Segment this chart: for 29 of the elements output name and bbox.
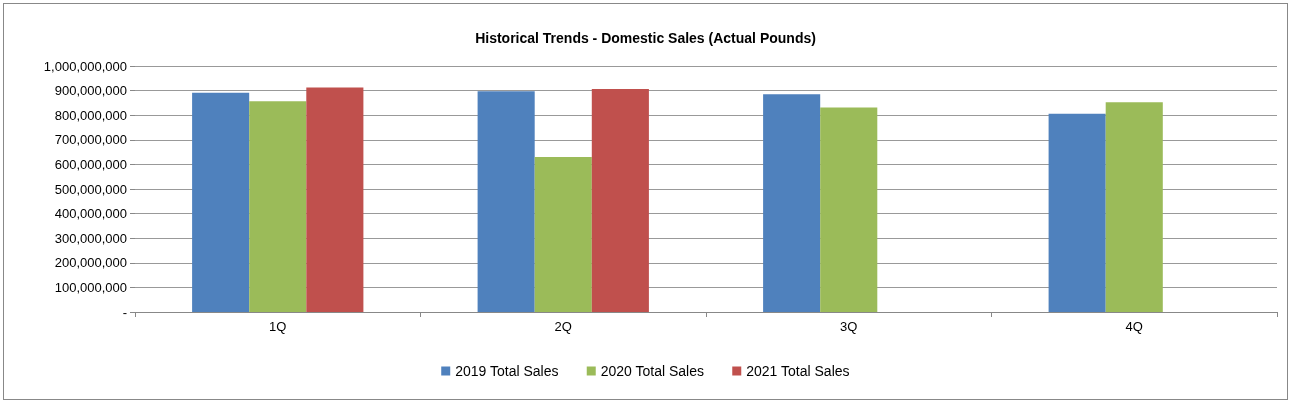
legend-label: 2021 Total Sales (746, 363, 850, 379)
bar (820, 107, 878, 312)
y-tick-label: 600,000,000 (54, 156, 127, 172)
legend-label: 2020 Total Sales (600, 363, 705, 379)
bar (534, 157, 592, 312)
x-tick-label: 1Q (269, 319, 287, 334)
x-tick-label: 2Q (554, 319, 572, 334)
bar (591, 89, 649, 312)
y-tick-label: 500,000,000 (54, 181, 127, 197)
y-tick-label: 300,000,000 (54, 230, 127, 246)
y-tick-label: 400,000,000 (54, 206, 127, 222)
y-tick-label: 700,000,000 (54, 132, 127, 148)
bar (249, 101, 307, 312)
bar (306, 87, 364, 312)
x-tick-label: 3Q (840, 319, 858, 334)
bar (1105, 102, 1163, 312)
bar (477, 91, 535, 312)
legend-label: 2019 Total Sales (455, 363, 559, 379)
y-tick-label: 100,000,000 (54, 279, 127, 295)
bar (763, 94, 821, 312)
x-tick-label: 4Q (1125, 319, 1143, 334)
y-tick-label: 900,000,000 (54, 83, 127, 99)
y-tick-label: 1,000,000,000 (43, 58, 127, 74)
bar (192, 92, 250, 312)
y-tick-label: 800,000,000 (54, 107, 127, 123)
chart-title: Historical Trends - Domestic Sales (Actual Pounds) (475, 30, 816, 46)
bar (1048, 113, 1106, 312)
y-tick-label: - (122, 304, 127, 320)
y-tick-label: 200,000,000 (54, 255, 127, 271)
